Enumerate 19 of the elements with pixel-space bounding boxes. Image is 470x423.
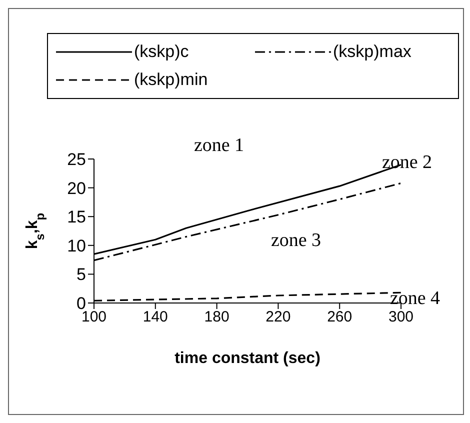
x-tick-label: 220 bbox=[266, 308, 291, 326]
x-tick-label: 300 bbox=[388, 308, 414, 326]
y-tick-label: 25 bbox=[67, 150, 86, 170]
x-tick-label: 180 bbox=[204, 308, 230, 326]
legend-label: (kskp)min bbox=[134, 70, 208, 90]
annotation: zone 4 bbox=[388, 288, 442, 310]
y-tick-label: 20 bbox=[67, 178, 86, 198]
legend-label: (kskp)c bbox=[134, 42, 189, 62]
x-tick-label: 100 bbox=[81, 308, 107, 326]
annotation: zone 2 bbox=[380, 152, 434, 174]
text: zone 1 bbox=[192, 135, 246, 157]
y-tick-label: 10 bbox=[67, 236, 86, 256]
annotation: zone 3 bbox=[270, 230, 322, 252]
y-tick-label: 15 bbox=[67, 208, 86, 227]
x-axis-title: time constant (sec) bbox=[174, 350, 320, 367]
x-tick-label: 140 bbox=[142, 308, 168, 326]
legend-label: (kskp)max bbox=[333, 42, 412, 62]
y-tick-label: 5 bbox=[76, 265, 86, 284]
x-tick-label: 260 bbox=[327, 308, 352, 326]
